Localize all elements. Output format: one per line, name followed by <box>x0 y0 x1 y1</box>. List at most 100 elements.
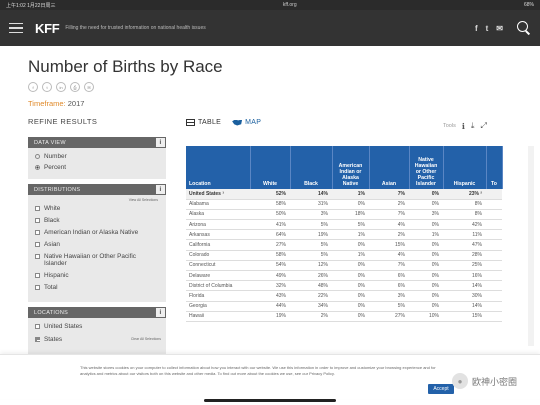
status-bar: 上午1:02 1月22日周三 kff.org 68% <box>0 0 540 10</box>
cell-location[interactable]: Connecticut <box>186 260 250 272</box>
column-header-total[interactable]: To <box>486 146 503 189</box>
cell-value: 5% <box>369 301 409 312</box>
cell-location[interactable]: District of Columbia <box>186 280 250 292</box>
email-share-icon[interactable]: ✉ <box>84 82 94 92</box>
timeframe-value[interactable]: 2017 <box>67 99 85 108</box>
info-icon[interactable]: i <box>156 138 165 147</box>
cell-value: 7% <box>369 260 409 272</box>
cell-value <box>486 290 502 302</box>
column-header-asian[interactable]: Asian <box>369 146 410 189</box>
cell-value: 5% <box>332 219 369 231</box>
table-row: Arizona 41% 5% 5% 4% 0% 42% <box>186 219 502 231</box>
cell-value: 3% <box>409 209 443 221</box>
cell-value: 52% <box>250 189 290 200</box>
checkbox-black[interactable]: Black <box>28 217 166 224</box>
refine-results-heading: REFINE RESULTS <box>28 117 98 126</box>
cell-location[interactable]: United States ¹ <box>186 189 250 200</box>
cell-value: 16% <box>443 270 486 282</box>
cell-value: 0% <box>332 260 369 272</box>
distributions-header[interactable]: DISTRIBUTIONS i <box>28 184 166 195</box>
cell-value <box>486 270 502 282</box>
cell-value: 50% <box>250 209 290 221</box>
cell-value: 54% <box>250 260 290 272</box>
table-row: Delaware 49% 26% 0% 6% 0% 16% <box>186 270 502 282</box>
map-icon <box>232 119 243 126</box>
cell-value: 2% <box>290 311 332 322</box>
home-indicator[interactable] <box>204 399 336 402</box>
tab-table[interactable]: TABLE <box>186 119 221 126</box>
wechat-icon: ● <box>452 373 468 389</box>
cell-location[interactable]: Alaska <box>186 209 250 221</box>
radio-number[interactable]: Number <box>28 153 166 160</box>
cell-location[interactable]: California <box>186 239 250 251</box>
cell-value: 30% <box>443 290 486 302</box>
cell-value: 19% <box>290 229 332 241</box>
column-header-american-indian[interactable]: American Indian or Alaska Native <box>332 146 370 189</box>
fullscreen-icon[interactable]: ⤢ <box>480 121 487 130</box>
cell-location[interactable]: Arizona <box>186 219 250 231</box>
share-buttons: f t in ⎙ ✉ <box>28 82 94 92</box>
cell-location[interactable]: Colorado <box>186 250 250 261</box>
column-header-location[interactable]: Location <box>186 146 251 189</box>
cell-value: 6% <box>369 270 409 282</box>
info-icon[interactable]: i <box>156 185 165 194</box>
tab-map[interactable]: MAP <box>232 119 261 126</box>
cell-value: 0% <box>409 270 443 282</box>
checkbox-united-states[interactable]: United States <box>28 323 166 330</box>
facebook-icon[interactable]: f <box>474 23 478 33</box>
cell-value: 25% <box>443 260 486 272</box>
cell-value: 14% <box>290 189 332 200</box>
checkbox-hispanic[interactable]: Hispanic <box>28 272 166 279</box>
info-icon[interactable]: i <box>156 308 165 317</box>
clear-all-selections-link[interactable]: Clear All Selections <box>130 337 161 341</box>
twitter-share-icon[interactable]: t <box>42 82 52 92</box>
cell-value: 1% <box>332 229 369 241</box>
cell-value: 0% <box>409 301 443 312</box>
cell-value: 0% <box>409 199 443 210</box>
cell-value: 7% <box>369 189 409 200</box>
social-links: f t ✉ <box>475 24 503 33</box>
checkbox-native-hawaiian[interactable]: Native Hawaiian or Other Pacific Islande… <box>28 253 166 267</box>
twitter-icon[interactable]: t <box>485 23 489 33</box>
cell-value: 1% <box>332 189 369 200</box>
print-icon[interactable]: ⎙ <box>70 82 80 92</box>
status-time: 上午1:02 1月22日周三 <box>6 2 56 9</box>
checkbox-states[interactable]: States Clear All Selections <box>28 336 166 343</box>
cell-value <box>486 189 502 200</box>
linkedin-share-icon[interactable]: in <box>56 82 66 92</box>
email-icon[interactable]: ✉ <box>496 23 503 33</box>
menu-icon[interactable] <box>9 23 23 33</box>
cell-location[interactable]: Alabama <box>186 199 250 210</box>
cell-location[interactable]: Florida <box>186 290 250 302</box>
cell-location[interactable]: Hawaii <box>186 311 250 322</box>
download-icon[interactable]: ⤓ <box>470 121 475 130</box>
column-header-white[interactable]: White <box>250 146 291 189</box>
accept-cookies-button[interactable]: Accept <box>428 384 454 394</box>
column-header-black[interactable]: Black <box>290 146 333 189</box>
cell-value: 34% <box>290 301 332 312</box>
column-header-native-hawaiian[interactable]: Native Hawaiian or Other Pacific Islande… <box>409 146 444 189</box>
cell-location[interactable]: Delaware <box>186 270 250 282</box>
locations-panel: LOCATIONS i United States States Clear All… <box>28 307 166 354</box>
checkbox-american-indian[interactable]: American Indian or Alaska Native <box>28 229 166 236</box>
table-scrollbar[interactable] <box>528 146 534 346</box>
cell-location[interactable]: Georgia <box>186 301 250 312</box>
cell-value: 6% <box>369 280 409 292</box>
facebook-share-icon[interactable]: f <box>28 82 38 92</box>
view-all-selections-link[interactable]: View All Selections <box>128 198 158 202</box>
info-icon[interactable]: ℹ <box>461 121 465 131</box>
checkbox-white[interactable]: White <box>28 205 166 212</box>
data-view-header[interactable]: DATA VIEW i <box>28 137 166 148</box>
radio-percent[interactable]: Percent <box>28 164 166 171</box>
kff-logo[interactable]: KFF <box>35 20 60 36</box>
cell-value: 0% <box>332 311 369 322</box>
checkbox-asian[interactable]: Asian <box>28 241 166 248</box>
cell-location[interactable]: Arkansas <box>186 229 250 241</box>
checkbox-total[interactable]: Total <box>28 284 166 291</box>
cell-value: 0% <box>409 290 443 302</box>
url-display[interactable]: kff.org <box>282 2 297 8</box>
cell-value: 12% <box>290 260 332 272</box>
column-header-hispanic[interactable]: Hispanic <box>443 146 487 189</box>
search-icon[interactable] <box>517 21 531 35</box>
locations-header[interactable]: LOCATIONS i <box>28 307 166 318</box>
